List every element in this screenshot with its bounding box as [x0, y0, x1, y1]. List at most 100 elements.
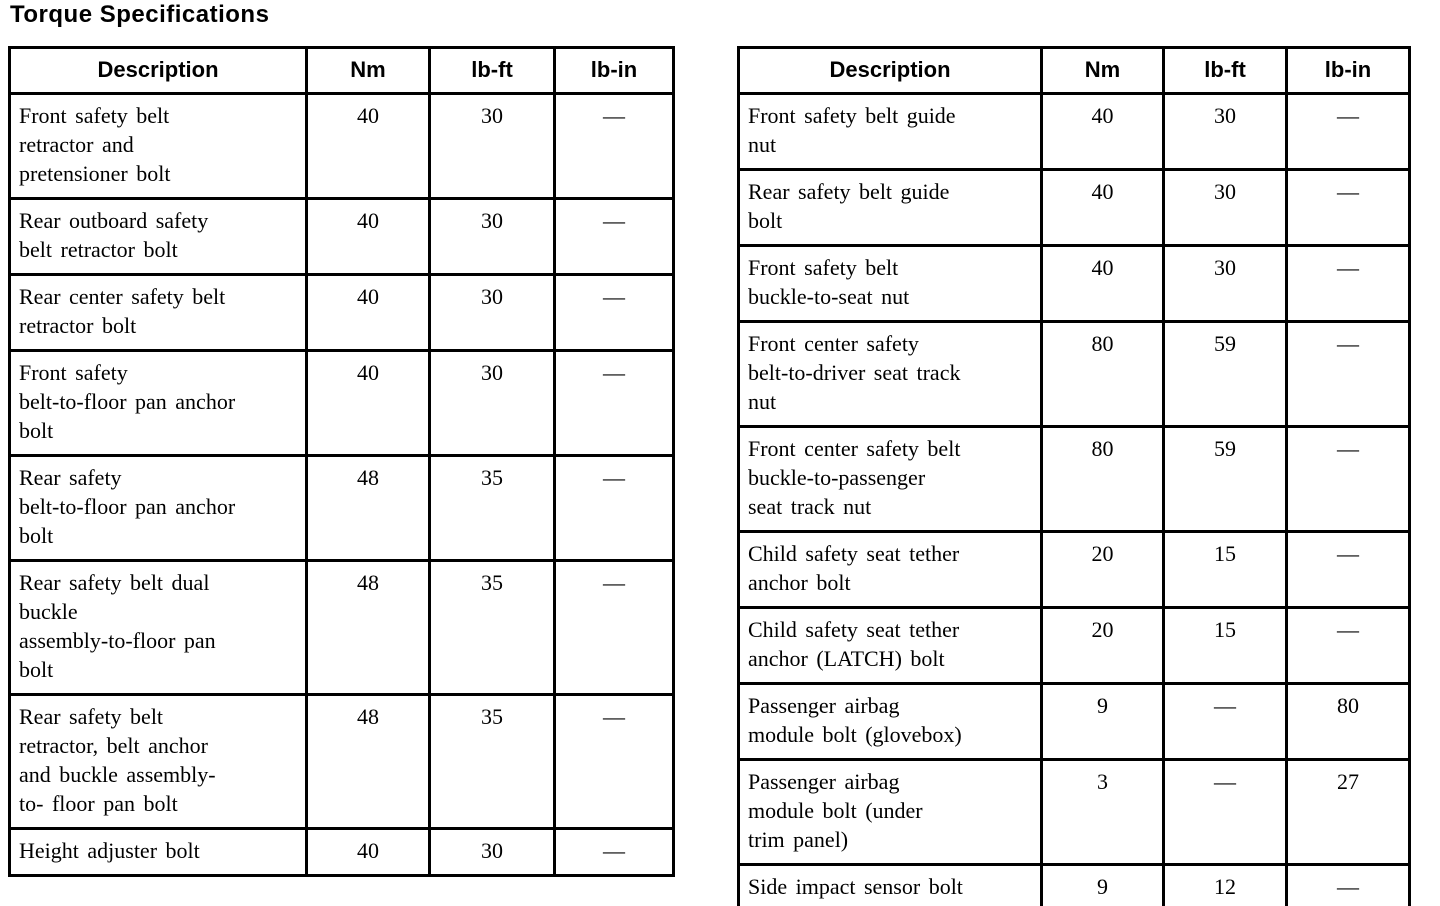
lbin-value-cell: — — [553, 693, 675, 830]
table-row: Rear outboard safety belt retractor bolt… — [8, 197, 675, 276]
description-cell: Rear safety belt guide bolt — [737, 168, 1043, 247]
nm-value-cell: 48 — [305, 454, 431, 562]
description-cell: Rear safety belt retractor, belt anchor … — [8, 693, 308, 830]
table-row: Child safety seat tether anchor bolt 20 15… — [737, 530, 1411, 609]
column-header-lbin: lb-in — [1285, 46, 1411, 95]
lbin-value-cell: — — [553, 827, 675, 877]
lbin-value-cell: — — [1285, 168, 1411, 247]
column-header-lbft: lb-ft — [428, 46, 556, 95]
torque-table-left: Description Nm lb-ft lb-in Front safety … — [8, 46, 675, 877]
table-row: Front safety belt buckle-to-seat nut 40 30… — [737, 244, 1411, 323]
lbin-value-cell: — — [553, 197, 675, 276]
lbin-value-cell: — — [553, 92, 675, 200]
table-row: Front safety belt-to-floor pan anchor bo… — [8, 349, 675, 457]
table-row: Rear safety belt retractor, belt anchor … — [8, 693, 675, 830]
nm-value-cell: 80 — [1040, 425, 1165, 533]
description-cell: Passenger airbag module bolt (under trim… — [737, 758, 1043, 866]
page-title: Torque Specifications — [10, 1, 270, 28]
table-row: Passenger airbag module bolt (under trim… — [737, 758, 1411, 866]
lbft-value-cell: 30 — [428, 349, 556, 457]
column-header-nm: Nm — [305, 46, 431, 95]
lbft-value-cell: 35 — [428, 454, 556, 562]
nm-value-cell: 40 — [305, 827, 431, 877]
lbin-value-cell: 80 — [1285, 682, 1411, 761]
nm-value-cell: 40 — [1040, 244, 1165, 323]
nm-value-cell: 20 — [1040, 606, 1165, 685]
description-cell: Child safety seat tether anchor bolt — [737, 530, 1043, 609]
table-row: Side impact sensor bolt 9 12— — [737, 863, 1411, 906]
lbft-value-cell: 30 — [428, 92, 556, 200]
lbft-value-cell: 30 — [428, 197, 556, 276]
lbft-value-cell: 59 — [1162, 320, 1288, 428]
lbft-value-cell: — — [1162, 682, 1288, 761]
lbin-value-cell: — — [1285, 425, 1411, 533]
nm-value-cell: 3 — [1040, 758, 1165, 866]
nm-value-cell: 40 — [305, 197, 431, 276]
lbin-value-cell: — — [1285, 244, 1411, 323]
description-cell: Rear outboard safety belt retractor bolt — [8, 197, 308, 276]
lbin-value-cell: — — [553, 454, 675, 562]
table-row: Passenger airbag module bolt (glovebox) 9… — [737, 682, 1411, 761]
nm-value-cell: 48 — [305, 559, 431, 696]
lbin-value-cell: — — [1285, 606, 1411, 685]
description-cell: Rear safety belt dual buckle assembly-to… — [8, 559, 308, 696]
description-cell: Passenger airbag module bolt (glovebox) — [737, 682, 1043, 761]
nm-value-cell: 48 — [305, 693, 431, 830]
column-header-lbft: lb-ft — [1162, 46, 1288, 95]
lbin-value-cell: 27 — [1285, 758, 1411, 866]
description-cell: Front center safety belt-to-driver seat … — [737, 320, 1043, 428]
nm-value-cell: 9 — [1040, 682, 1165, 761]
table-row: Rear safety belt guide bolt 40 30— — [737, 168, 1411, 247]
column-header-lbin: lb-in — [553, 46, 675, 95]
table-row: Front center safety belt buckle-to-passe… — [737, 425, 1411, 533]
lbin-value-cell: — — [553, 273, 675, 352]
description-cell: Rear center safety belt retractor bolt — [8, 273, 308, 352]
table-row: Rear safety belt-to-floor pan anchor bol… — [8, 454, 675, 562]
table-row: Rear center safety belt retractor bolt 40… — [8, 273, 675, 352]
column-header-nm: Nm — [1040, 46, 1165, 95]
nm-value-cell: 40 — [1040, 168, 1165, 247]
description-cell: Side impact sensor bolt — [737, 863, 1043, 906]
nm-value-cell: 80 — [1040, 320, 1165, 428]
description-cell: Front safety belt retractor and pretensi… — [8, 92, 308, 200]
description-cell: Child safety seat tether anchor (LATCH) … — [737, 606, 1043, 685]
nm-value-cell: 40 — [1040, 92, 1165, 171]
lbin-value-cell: — — [553, 559, 675, 696]
column-header-description: Description — [737, 46, 1043, 95]
lbft-value-cell: 12 — [1162, 863, 1288, 906]
description-cell: Height adjuster bolt — [8, 827, 308, 877]
table-row: Front safety belt guide nut 40 30— — [737, 92, 1411, 171]
lbin-value-cell: — — [1285, 530, 1411, 609]
table-row: Rear safety belt dual buckle assembly-to… — [8, 559, 675, 696]
nm-value-cell: 40 — [305, 92, 431, 200]
description-cell: Front safety belt-to-floor pan anchor bo… — [8, 349, 308, 457]
description-cell: Rear safety belt-to-floor pan anchor bol… — [8, 454, 308, 562]
lbft-value-cell: 15 — [1162, 530, 1288, 609]
description-cell: Front safety belt guide nut — [737, 92, 1043, 171]
lbft-value-cell: 30 — [1162, 168, 1288, 247]
nm-value-cell: 40 — [305, 349, 431, 457]
lbft-value-cell: 35 — [428, 693, 556, 830]
lbin-value-cell: — — [1285, 320, 1411, 428]
table-header-row: Description Nm lb-ft lb-in — [737, 46, 1411, 95]
lbft-value-cell: — — [1162, 758, 1288, 866]
torque-table-right: Description Nm lb-ft lb-in Front safety … — [737, 46, 1411, 906]
table-row: Child safety seat tether anchor (LATCH) … — [737, 606, 1411, 685]
lbft-value-cell: 30 — [428, 827, 556, 877]
table-row: Height adjuster bolt 40 30— — [8, 827, 675, 877]
lbin-value-cell: — — [1285, 92, 1411, 171]
nm-value-cell: 40 — [305, 273, 431, 352]
lbin-value-cell: — — [553, 349, 675, 457]
table-row: Front center safety belt-to-driver seat … — [737, 320, 1411, 428]
description-cell: Front center safety belt buckle-to-passe… — [737, 425, 1043, 533]
lbft-value-cell: 59 — [1162, 425, 1288, 533]
lbft-value-cell: 30 — [1162, 92, 1288, 171]
column-header-description: Description — [8, 46, 308, 95]
lbft-value-cell: 30 — [428, 273, 556, 352]
table-header-row: Description Nm lb-ft lb-in — [8, 46, 675, 95]
table-row: Front safety belt retractor and pretensi… — [8, 92, 675, 200]
description-cell: Front safety belt buckle-to-seat nut — [737, 244, 1043, 323]
lbin-value-cell: — — [1285, 863, 1411, 906]
lbft-value-cell: 15 — [1162, 606, 1288, 685]
lbft-value-cell: 35 — [428, 559, 556, 696]
